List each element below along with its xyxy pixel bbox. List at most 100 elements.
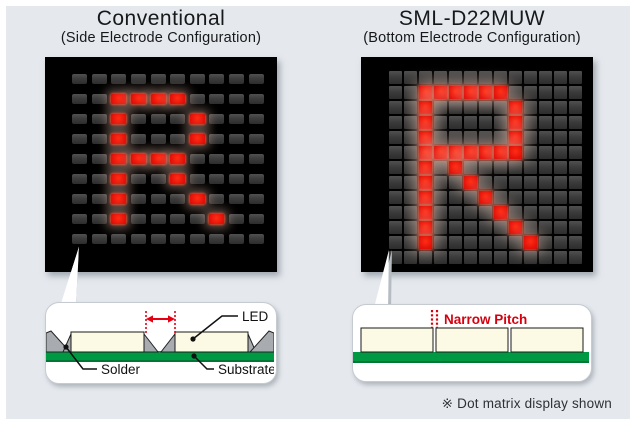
led-dot-dim	[248, 154, 264, 164]
led-dot-lit	[479, 191, 492, 204]
led-dot-dim	[569, 71, 582, 84]
led-dot-dim	[72, 154, 88, 164]
led-dot-dim	[449, 251, 462, 264]
solder-fillet	[159, 332, 176, 353]
led-dot-dim	[150, 234, 166, 244]
led-dot-dim	[170, 134, 186, 144]
led-dot-dim	[404, 191, 417, 204]
led-dot-dim	[150, 74, 166, 84]
led-dot-dim	[569, 206, 582, 219]
cross-section-diagram-bottom-electrode: Narrow Pitch	[353, 310, 589, 363]
led-dot-dim	[404, 221, 417, 234]
led-dot-lit	[434, 146, 447, 159]
led-dot-dim	[539, 71, 552, 84]
led-dot-lit	[494, 86, 507, 99]
led-dot-lit	[111, 114, 127, 124]
right-column-header: SML-D22MUW (Bottom Electrode Configurati…	[352, 7, 592, 47]
led-dot-dim	[479, 131, 492, 144]
led-dot-lit	[111, 134, 127, 144]
led-dot-dim	[539, 236, 552, 249]
led-dot-dim	[494, 236, 507, 249]
led-dot-dim	[509, 251, 522, 264]
led-dot-lit	[111, 194, 127, 204]
led-dot-dim	[524, 101, 537, 114]
led-dot-dim	[72, 134, 88, 144]
led-dot-dim	[389, 131, 402, 144]
substrate-bar-edge	[353, 361, 589, 363]
substrate-bar-edge	[46, 360, 274, 362]
cross-section-callout-left: LED Solder Substrate	[45, 302, 277, 384]
led-dot-dim	[449, 191, 462, 204]
led-dot-lit	[419, 236, 432, 249]
led-dot-lit	[464, 86, 477, 99]
led-dot-lit	[111, 154, 127, 164]
led-dot-lit	[419, 206, 432, 219]
cross-section-diagram-side-electrode: LED Solder Substrate	[46, 309, 274, 377]
led-dot-dim	[464, 161, 477, 174]
led-dot-dim	[434, 101, 447, 114]
led-dot-dim	[539, 86, 552, 99]
led-dot-dim	[479, 236, 492, 249]
led-dot-dim	[434, 176, 447, 189]
led-package	[174, 331, 249, 353]
led-dot-dim	[404, 236, 417, 249]
narrow-pitch-marker	[430, 310, 439, 328]
led-dot-dim	[434, 221, 447, 234]
led-dot-dim	[449, 116, 462, 129]
led-dot-dim	[434, 131, 447, 144]
led-dot-dim	[509, 191, 522, 204]
led-dot-dim	[464, 206, 477, 219]
led-dot-dim	[189, 154, 205, 164]
led-dot-lit	[419, 131, 432, 144]
led-dot-dim	[524, 191, 537, 204]
led-dot-dim	[554, 221, 567, 234]
led-dot-dim	[404, 86, 417, 99]
led-dot-lit	[131, 154, 147, 164]
substrate-label: Substrate	[218, 362, 274, 377]
led-dot-dim	[209, 134, 225, 144]
led-dot-dim	[72, 174, 88, 184]
led-dot-dim	[248, 94, 264, 104]
led-dot-lit	[464, 176, 477, 189]
led-dot-dim	[554, 86, 567, 99]
leader-line	[193, 355, 214, 370]
led-dot-dim	[539, 146, 552, 159]
led-dot-dim	[91, 214, 107, 224]
led-dot-dim	[389, 236, 402, 249]
led-dot-dim	[569, 191, 582, 204]
led-dot-dim	[479, 206, 492, 219]
led-dot-dim	[389, 176, 402, 189]
led-dot-lit	[449, 146, 462, 159]
led-dot-dim	[229, 154, 245, 164]
led-dot-dim	[404, 251, 417, 264]
led-dot-dim	[131, 194, 147, 204]
led-dot-lit	[524, 236, 537, 249]
narrow-pitch-label: Narrow Pitch	[444, 312, 527, 327]
led-dot-dim	[229, 174, 245, 184]
led-dot-dim	[479, 71, 492, 84]
led-dot-lit	[509, 116, 522, 129]
led-dot-dim	[539, 176, 552, 189]
led-dot-dim	[524, 86, 537, 99]
led-dot-lit	[419, 146, 432, 159]
led-package	[510, 327, 584, 353]
led-dot-dim	[389, 221, 402, 234]
display-panel-sml-d22muw	[361, 57, 593, 272]
led-dot-dim	[72, 214, 88, 224]
led-dot-dim	[539, 131, 552, 144]
led-dot-dim	[449, 101, 462, 114]
led-dot-dim	[494, 251, 507, 264]
led-dot-dim	[554, 251, 567, 264]
led-dot-dim	[248, 74, 264, 84]
led-dot-dim	[91, 234, 107, 244]
led-dot-dim	[91, 154, 107, 164]
led-dot-dim	[111, 74, 127, 84]
led-dot-dim	[434, 236, 447, 249]
led-dot-dim	[464, 101, 477, 114]
led-dot-lit	[150, 154, 166, 164]
led-dot-dim	[72, 114, 88, 124]
led-dot-dim	[229, 214, 245, 224]
led-dot-lit	[209, 214, 225, 224]
led-dot-dim	[229, 234, 245, 244]
